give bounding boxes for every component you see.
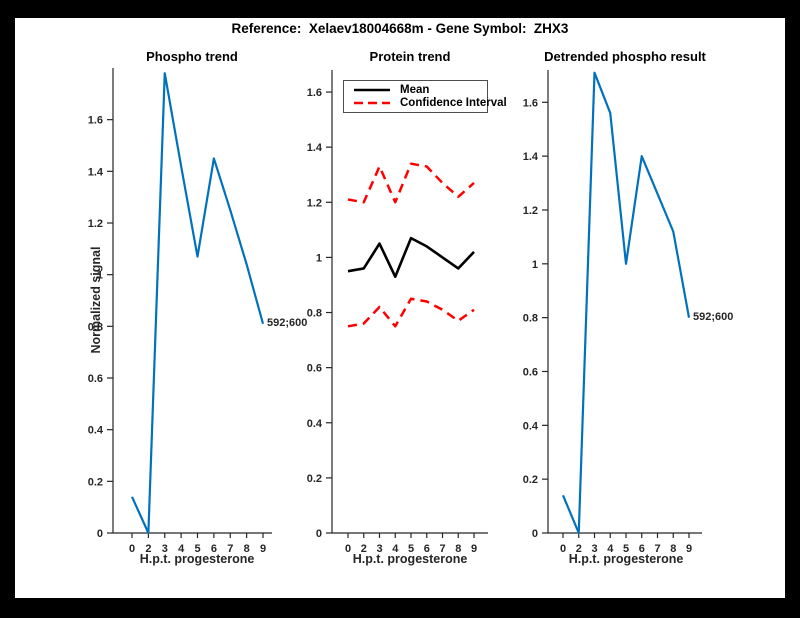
- mean-line-sample-icon: [354, 88, 390, 92]
- y-tick-label: 1.6: [307, 87, 322, 99]
- x-tick-label: 7: [227, 543, 233, 555]
- endpoint-annotation-phospho: 592;600: [267, 317, 308, 329]
- subplot-title-detrended-result: Detrended phospho result: [544, 49, 706, 64]
- x-tick-label: 5: [623, 543, 629, 555]
- y-tick-label: 1.2: [88, 218, 103, 230]
- x-tick-label: 9: [471, 543, 477, 555]
- x-tick-label: 4: [607, 543, 614, 555]
- subplot-title-phospho-trend: Phospho trend: [146, 49, 238, 64]
- detrended-signal-line: [561, 71, 691, 535]
- legend-label-confidence-interval: Confidence Interval: [400, 97, 507, 110]
- x-tick-label: 6: [424, 543, 430, 555]
- axes: [542, 70, 702, 538]
- x-tick-label: 4: [178, 543, 185, 555]
- axes: [107, 68, 272, 538]
- x-tick-label: 7: [439, 543, 445, 555]
- x-tick-label: 0: [345, 543, 351, 555]
- y-tick-label: 0.4: [307, 418, 323, 430]
- x-tick-label: 8: [670, 543, 676, 555]
- y-tick-label: 1.4: [523, 151, 539, 163]
- x-tick-label: 0: [129, 543, 135, 555]
- y-tick-label: 1.2: [307, 197, 322, 209]
- detrended-phospho-chart: 00.20.40.60.811.21.41.60 2 3 4 5 6 7 8 9: [523, 70, 702, 555]
- mean-line: [347, 236, 475, 278]
- axes: [326, 70, 488, 538]
- x-tick-label: 8: [244, 543, 250, 555]
- x-tick-label: 5: [408, 543, 414, 555]
- figure-canvas: Reference: Xelaev18004668m - Gene Symbol…: [15, 18, 785, 598]
- x-axis-label-1: H.p.t. progesterone: [139, 552, 255, 566]
- endpoint-annotation-detrended: 592;600: [693, 311, 734, 323]
- y-tick-label: 0: [97, 528, 103, 540]
- x-tick-label: 8: [455, 543, 461, 555]
- x-tick-label: 3: [591, 543, 597, 555]
- legend-label-mean: Mean: [400, 83, 430, 96]
- x-axis-label-3: H.p.t. progesterone: [568, 552, 684, 566]
- subplot-title-protein-trend: Protein trend: [369, 49, 451, 64]
- y-tick-label: 0: [316, 528, 322, 540]
- y-tick-label: 0.4: [88, 425, 104, 437]
- y-tick-label: 0.6: [523, 366, 538, 378]
- legend-box: Mean Confidence Interval: [343, 80, 507, 113]
- y-tick-label: 0.6: [307, 363, 322, 375]
- y-tick-label: 0.8: [307, 308, 322, 320]
- y-tick-label: 1: [532, 259, 538, 271]
- y-tick-label: 0.6: [88, 373, 103, 385]
- y-tick-label: 1.2: [523, 205, 538, 217]
- y-tick-label: 0.2: [307, 473, 322, 485]
- y-tick-label: 1: [97, 270, 103, 282]
- y-tick-label: 1: [316, 252, 322, 264]
- y-tick-label: 0.4: [523, 420, 539, 432]
- x-tick-label: 0: [560, 543, 566, 555]
- y-tick-label: 1.4: [307, 142, 323, 154]
- y-tick-label: 0.2: [523, 474, 538, 486]
- x-tick-label: 3: [376, 543, 382, 555]
- x-tick-label: 2: [576, 543, 582, 555]
- figure-title: Reference: Xelaev18004668m - Gene Symbol…: [231, 21, 569, 36]
- protein-trend-chart: 00.20.40.60.811.21.41.60 2 3 4 5 6 7 8 9: [307, 70, 488, 555]
- y-axis-label: Normalized signal: [89, 246, 103, 354]
- x-tick-label: 6: [639, 543, 645, 555]
- y-tick-label: 0: [532, 528, 538, 540]
- confidence-lower-line: [347, 297, 475, 328]
- x-tick-label: 9: [260, 543, 266, 555]
- legend-entry-mean: Mean: [353, 83, 481, 97]
- x-tick-label: 4: [392, 543, 399, 555]
- ci-dashed-line-sample-icon: [354, 101, 390, 105]
- x-axis-label-2: H.p.t. progesterone: [352, 552, 468, 566]
- x-tick-label: 3: [162, 543, 168, 555]
- phospho-trend-chart: 00.20.40.60.811.21.41.60 2 3 4 5 6 7 8 9: [88, 68, 272, 555]
- x-tick-label: 6: [211, 543, 217, 555]
- y-tick-label: 1.4: [88, 166, 104, 178]
- y-tick-label: 0.2: [88, 476, 103, 488]
- x-tick-label: 5: [194, 543, 200, 555]
- x-tick-label: 7: [654, 543, 660, 555]
- y-tick-label: 1.6: [88, 115, 103, 127]
- x-tick-label: 9: [686, 543, 692, 555]
- legend-entry-confidence-interval: Confidence Interval: [353, 97, 507, 111]
- confidence-upper-line: [347, 162, 475, 204]
- y-tick-label: 1.6: [523, 97, 538, 109]
- x-tick-label: 2: [145, 543, 151, 555]
- phospho-signal-line: [130, 72, 265, 535]
- x-tick-label: 2: [361, 543, 367, 555]
- y-tick-label: 0.8: [523, 313, 538, 325]
- y-tick-label: 0.8: [88, 321, 103, 333]
